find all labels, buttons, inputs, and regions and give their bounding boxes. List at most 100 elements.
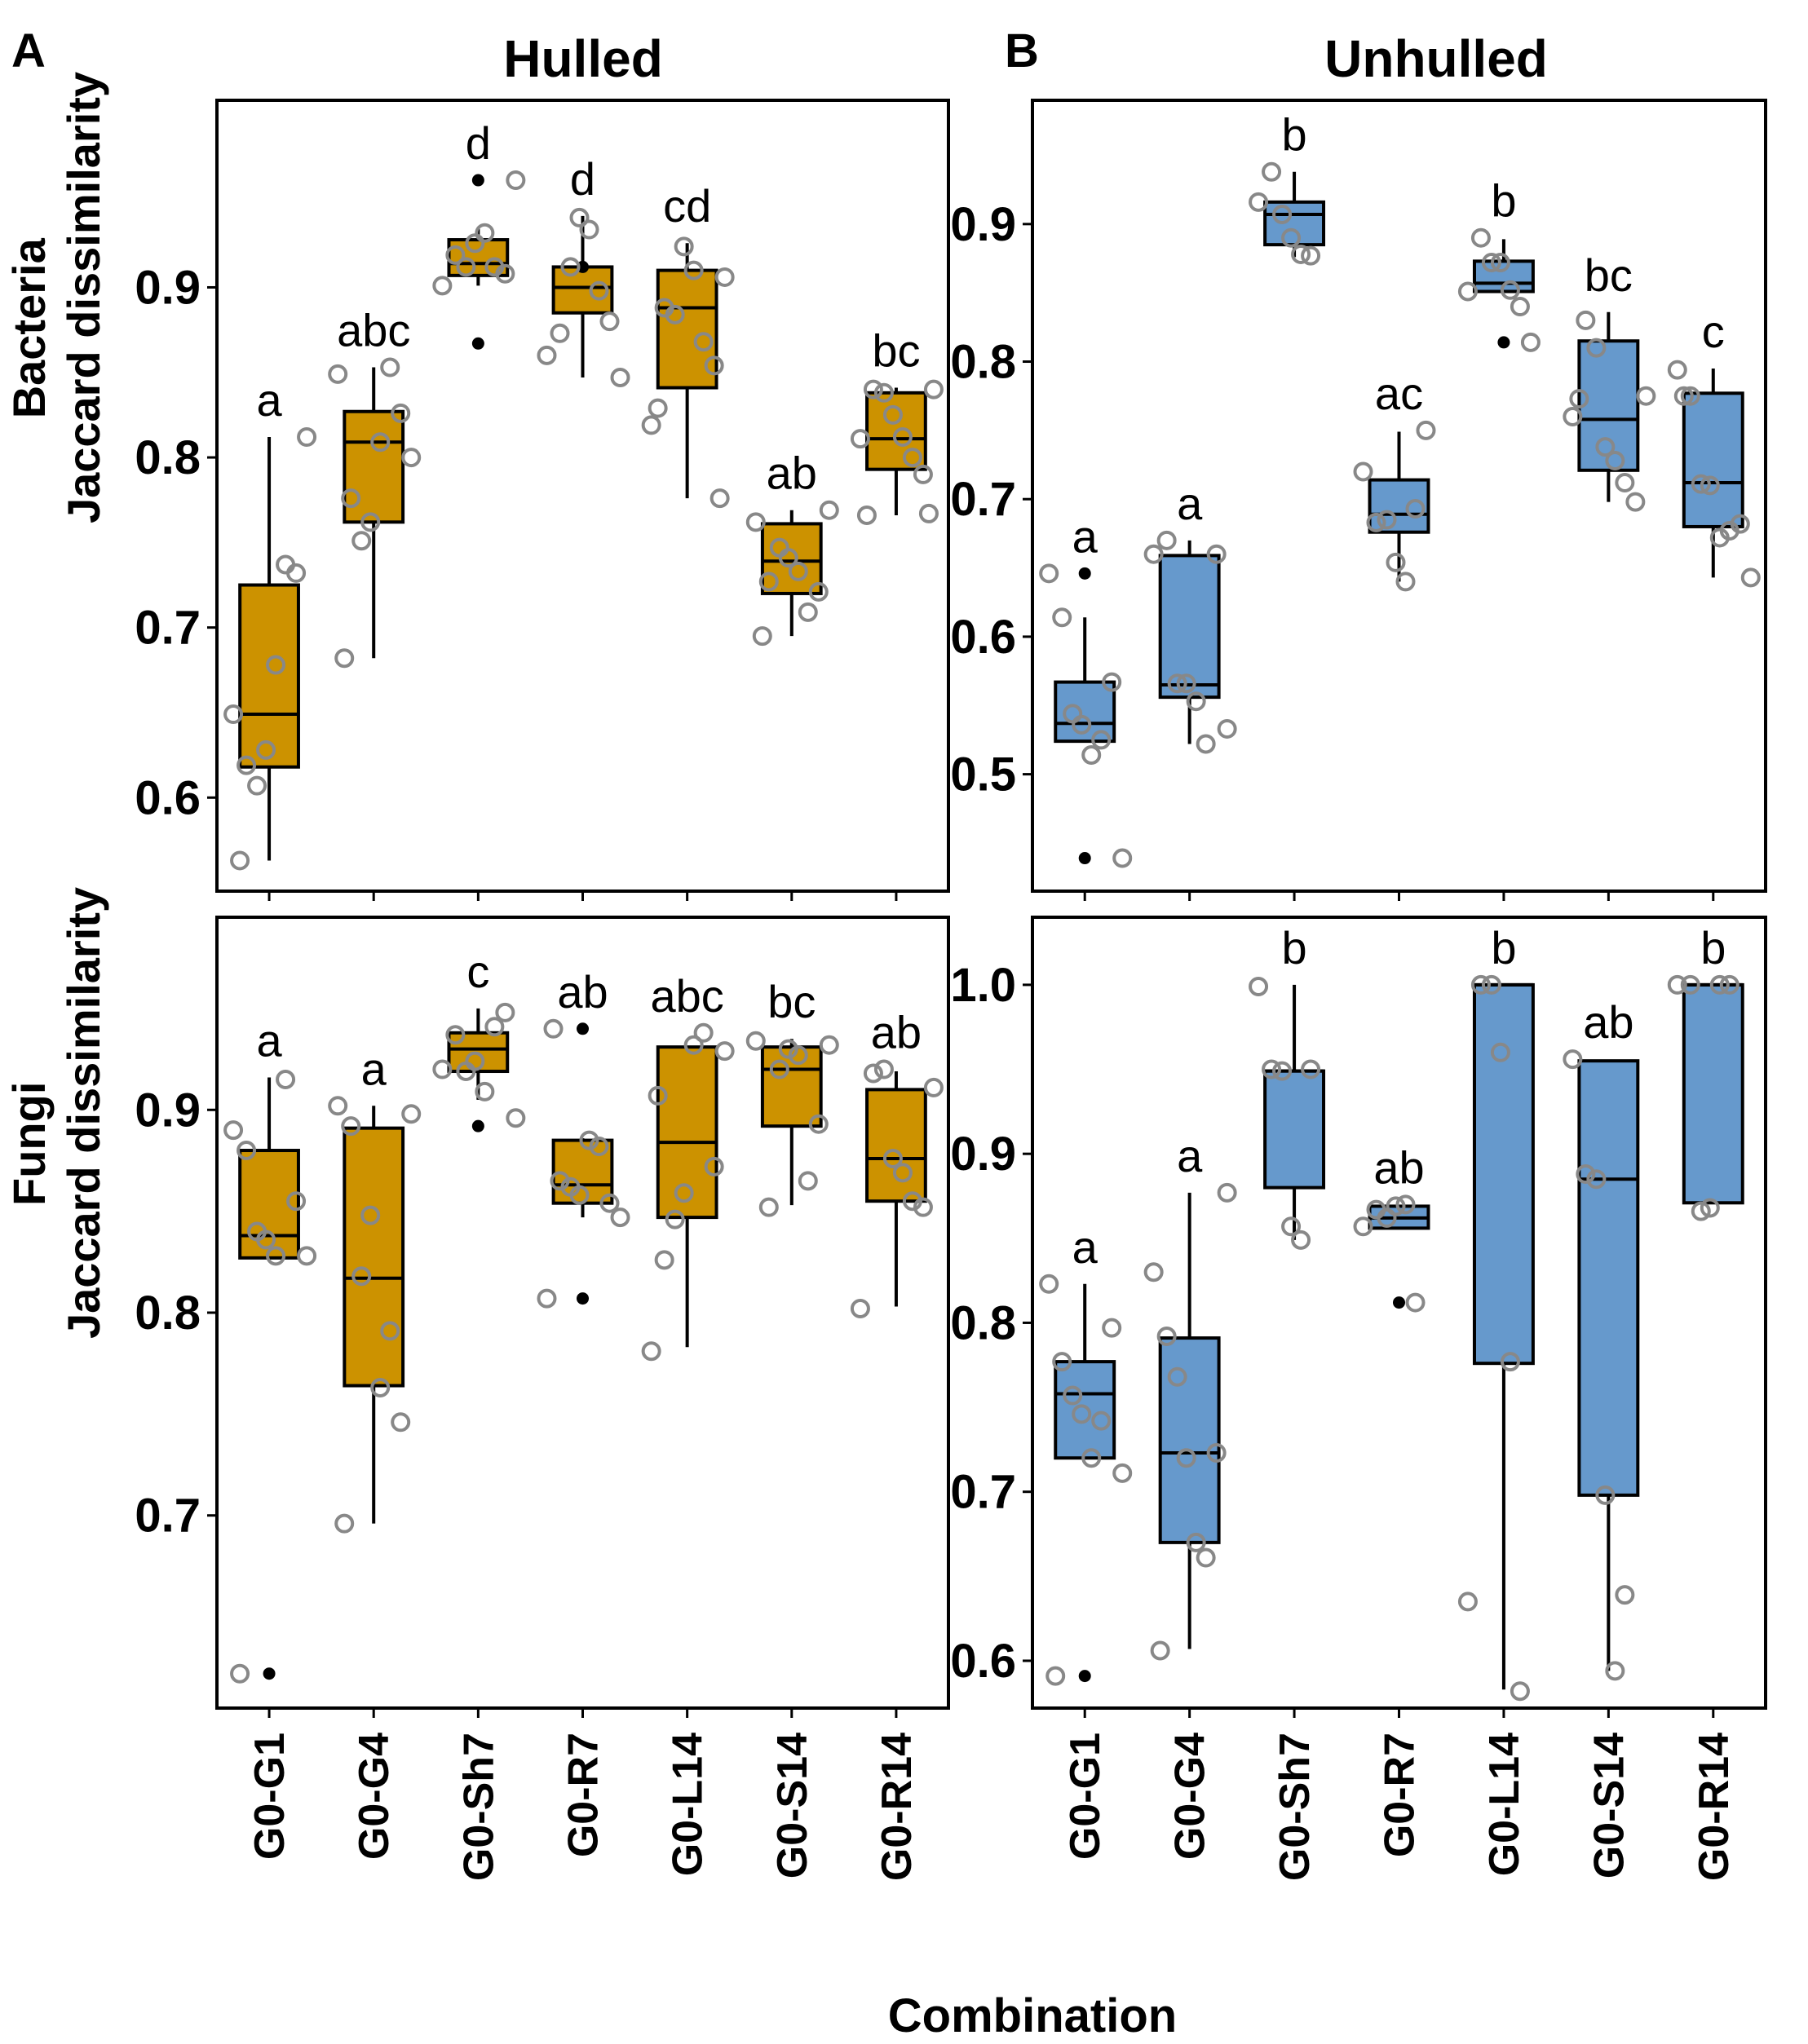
box-G0-R7: d	[537, 153, 630, 388]
data-point	[683, 260, 704, 280]
data-point	[1576, 1164, 1596, 1185]
significance-letter: b	[1491, 175, 1516, 227]
data-point	[1510, 297, 1530, 317]
significance-letter: c	[466, 946, 489, 997]
y-tick-label: 0.6	[135, 771, 201, 824]
panel-hulled-bacteria: 0.6 0.7 0.8 0.9 a abc d d cd ab bc	[135, 99, 950, 901]
significance-letter: c	[1702, 306, 1725, 357]
data-point	[1377, 510, 1397, 530]
data-point	[1481, 974, 1501, 995]
data-point	[1563, 407, 1583, 426]
data-point	[1667, 974, 1687, 995]
data-point	[1595, 437, 1616, 457]
data-point	[1700, 1198, 1720, 1218]
data-point	[1416, 420, 1436, 440]
data-point	[819, 500, 839, 520]
data-point	[230, 850, 250, 871]
significance-letter: a	[361, 1043, 387, 1094]
box-iqr	[656, 1045, 718, 1220]
data-point	[1150, 1640, 1170, 1661]
y-tick-label: 0.7	[135, 602, 201, 655]
data-point	[351, 531, 372, 551]
data-point	[850, 429, 870, 449]
box-G0-L14: abc	[641, 970, 735, 1362]
data-point	[863, 379, 883, 400]
data-point	[882, 1148, 903, 1168]
outlier-point	[263, 1667, 276, 1680]
data-point	[1569, 389, 1589, 409]
data-point	[641, 1341, 661, 1362]
row-label-bacteria-line1: Bacteria	[3, 237, 55, 418]
data-point	[913, 464, 933, 484]
data-point	[714, 267, 735, 287]
data-point	[1052, 607, 1072, 628]
outlier-point	[577, 1022, 589, 1035]
data-point	[475, 1081, 495, 1101]
data-point	[256, 739, 276, 760]
box-iqr	[865, 391, 927, 471]
data-point	[778, 548, 798, 568]
data-point	[328, 364, 348, 384]
data-point	[560, 257, 581, 277]
outlier-point	[577, 1292, 589, 1305]
data-point	[569, 1185, 590, 1205]
data-point	[456, 257, 476, 277]
significance-letter: a	[1177, 478, 1203, 529]
data-point	[798, 1171, 818, 1191]
data-point	[1457, 1591, 1478, 1612]
data-point	[1039, 1274, 1059, 1294]
data-point	[892, 427, 913, 448]
data-point	[286, 1191, 307, 1212]
box-G0-G1: a	[1039, 510, 1133, 868]
box-iqr	[551, 265, 614, 315]
data-point	[1673, 386, 1694, 406]
data-point	[808, 581, 829, 602]
significance-letter: ab	[767, 448, 817, 499]
data-point	[495, 1002, 515, 1022]
data-point	[334, 1513, 355, 1534]
data-point	[599, 311, 620, 332]
data-point	[610, 368, 630, 388]
box-G0-S14: bc	[745, 976, 839, 1217]
significance-letter: a	[256, 1014, 282, 1066]
outlier-point	[1078, 1670, 1091, 1683]
data-point	[665, 1209, 685, 1229]
box-G0-S14: bc	[1563, 249, 1656, 512]
data-point	[674, 1183, 694, 1203]
data-point	[873, 382, 894, 403]
data-point	[1262, 161, 1282, 182]
data-point	[1457, 281, 1478, 302]
data-point	[1353, 461, 1373, 482]
x-tick-label: G0-G1	[1062, 1733, 1109, 1860]
data-point	[1395, 572, 1416, 592]
panel-letter-a: A	[11, 24, 46, 77]
data-point	[1167, 673, 1187, 694]
data-point	[380, 357, 400, 377]
box-iqr	[1682, 982, 1744, 1205]
significance-letter: bc	[767, 976, 816, 1027]
panel-frame	[215, 916, 950, 1710]
box-iqr	[760, 522, 823, 595]
y-tick-label: 0.8	[135, 431, 201, 484]
data-point	[1112, 1463, 1133, 1483]
data-point	[1595, 1485, 1616, 1505]
significance-letter: ab	[1583, 996, 1633, 1048]
box-G0-R7: ac	[1353, 368, 1436, 592]
outlier-point	[471, 337, 484, 350]
data-point	[1301, 1059, 1321, 1079]
data-point	[1176, 673, 1196, 694]
data-point	[1405, 499, 1426, 519]
significance-letter: b	[1281, 109, 1306, 161]
data-point	[1563, 1049, 1583, 1070]
column-title-unhulled: Unhulled	[1324, 29, 1548, 88]
data-point	[1091, 1410, 1112, 1431]
column-title-hulled: Hulled	[503, 29, 663, 88]
data-point	[1470, 974, 1491, 995]
x-tick-label: G0-R14	[1691, 1733, 1738, 1881]
significance-letter: ac	[1375, 368, 1423, 419]
data-point	[1301, 245, 1321, 266]
data-point	[276, 554, 296, 575]
data-point	[1586, 1169, 1607, 1190]
significance-letter: ab	[1373, 1141, 1424, 1193]
data-point	[589, 280, 609, 301]
